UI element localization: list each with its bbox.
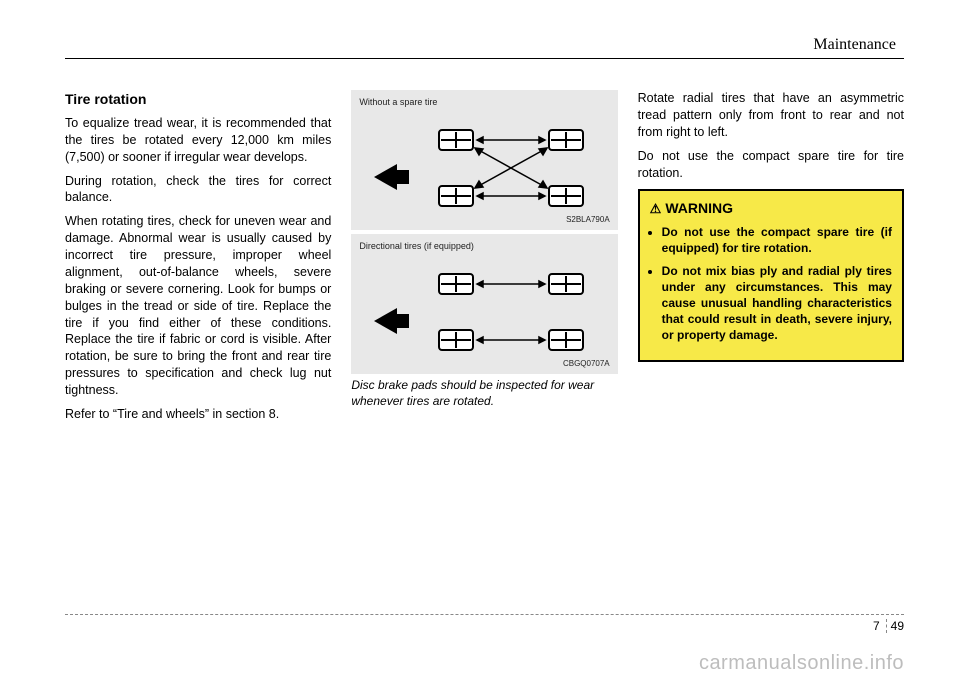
header-rule <box>65 58 904 59</box>
warning-item: Do not mix bias ply and radial ply tires… <box>662 263 892 344</box>
paragraph: During rotation, check the tires for cor… <box>65 173 331 207</box>
diagram-directional: Directional tires (if equipped) <box>351 234 617 374</box>
column-left: Tire rotation To equalize tread wear, it… <box>65 90 331 430</box>
warning-title: ⚠WARNING <box>650 199 892 218</box>
content-columns: Tire rotation To equalize tread wear, it… <box>65 90 904 430</box>
column-middle: Without a spare tire <box>351 90 617 430</box>
diagram-label: Without a spare tire <box>359 96 609 108</box>
paragraph: When rotating tires, check for uneven we… <box>65 213 331 399</box>
warning-list: Do not use the compact spare tire (if eq… <box>650 224 892 343</box>
paragraph: Rotate radial tires that have an asymmet… <box>638 90 904 141</box>
warning-triangle-icon: ⚠ <box>650 201 662 216</box>
diagram-code: S2BLA790A <box>566 215 610 226</box>
page-number-value: 49 <box>891 619 904 633</box>
page-number: 7 49 <box>873 619 904 633</box>
watermark-text: carmanualsonline.info <box>699 652 904 675</box>
diagram-no-spare: Without a spare tire <box>351 90 617 230</box>
rotation-diagram-cross-icon <box>369 112 599 222</box>
paragraph: To equalize tread wear, it is recom­mend… <box>65 115 331 166</box>
page-footer: 7 49 <box>65 614 904 635</box>
column-right: Rotate radial tires that have an asymmet… <box>638 90 904 430</box>
warning-item: Do not use the compact spare tire (if eq… <box>662 224 892 256</box>
warning-label: WARNING <box>665 200 733 216</box>
warning-box: ⚠WARNING Do not use the compact spare ti… <box>638 189 904 361</box>
diagram-code: CBGQ0707A <box>563 359 610 370</box>
paragraph: Refer to “Tire and wheels” in section 8. <box>65 406 331 423</box>
page-header: Maintenance <box>65 34 904 62</box>
manual-page: Maintenance Tire rotation To equalize tr… <box>0 0 960 689</box>
diagram-label: Directional tires (if equipped) <box>359 240 609 252</box>
rotation-diagram-directional-icon <box>369 256 599 366</box>
chapter-number: 7 <box>873 619 887 633</box>
disc-brake-note: Disc brake pads should be inspected for … <box>351 378 617 409</box>
tire-rotation-heading: Tire rotation <box>65 90 331 109</box>
section-title: Maintenance <box>813 36 896 54</box>
paragraph: Do not use the compact spare tire for ti… <box>638 148 904 182</box>
